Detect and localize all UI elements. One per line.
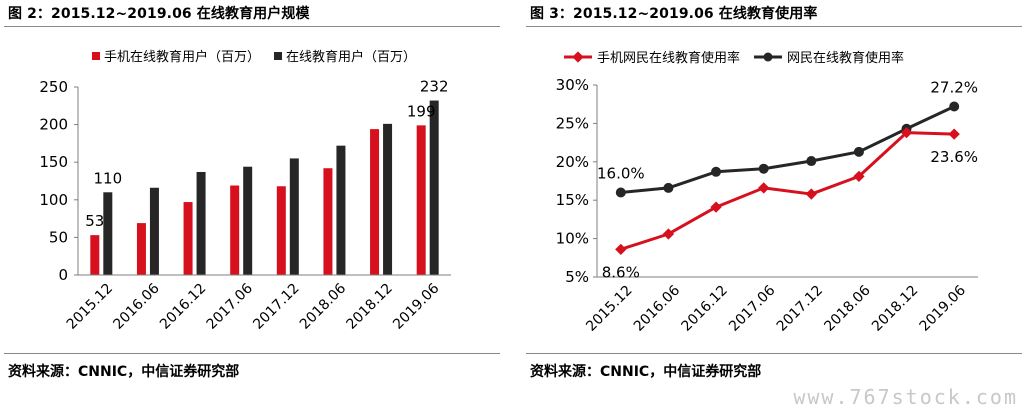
data-point (711, 166, 722, 177)
y-tick-label: 30% (556, 76, 589, 94)
bar (336, 145, 346, 275)
legend-swatch (92, 52, 100, 60)
x-tick-label: 2018.06 (821, 282, 873, 334)
user-scale-figure: 图 2：2015.12~2019.06 在线教育用户规模 手机在线教育用户（百万… (0, 0, 510, 415)
bar (183, 202, 193, 275)
source-rule (526, 353, 1022, 354)
y-tick-label: 20% (556, 153, 589, 171)
data-point (710, 201, 722, 213)
data-label: 53 (85, 212, 104, 230)
x-tick-label: 2018.06 (297, 280, 349, 332)
x-tick-label: 2015.12 (583, 282, 635, 334)
user-scale-bar-chart: 手机在线教育用户（百万） 在线教育用户（百万） 0 50 100 150 200 250 53 1… (39, 49, 451, 333)
y-tick-label: 200 (39, 116, 68, 134)
source-rule (4, 353, 500, 354)
legend-marker (572, 51, 584, 63)
figure-title: 图 3：2015.12~2019.06 在线教育使用率 (530, 6, 818, 22)
data-label: 16.0% (597, 165, 645, 183)
watermark: www.767stock.com (793, 385, 1018, 409)
x-tick-label: 2017.12 (250, 280, 302, 332)
bar (276, 186, 286, 275)
x-tick-label: 2016.06 (631, 282, 683, 334)
legend-marker (763, 52, 773, 62)
data-label: 232 (420, 78, 449, 96)
x-tick-label: 2016.12 (679, 282, 731, 334)
data-label: 27.2% (930, 79, 978, 97)
data-point (758, 163, 769, 174)
bar (429, 100, 439, 275)
bar (90, 235, 100, 275)
legend-label: 手机网民在线教育使用率 (597, 50, 740, 66)
x-tick-label: 2016.12 (157, 280, 209, 332)
title-rule (526, 26, 1022, 27)
y-tick-label: 5% (565, 268, 589, 286)
legend-swatch (274, 52, 283, 60)
data-label: 8.6% (602, 263, 640, 281)
data-point (758, 182, 770, 194)
data-point (615, 243, 627, 256)
bar (230, 185, 240, 275)
x-tick-label: 2018.12 (869, 282, 921, 334)
data-point (663, 182, 674, 193)
data-point (948, 128, 960, 140)
x-tick-label: 2016.06 (110, 280, 162, 332)
legend-label: 手机在线教育用户（百万） (104, 49, 260, 65)
y-tick-label: 100 (39, 191, 68, 209)
data-point (853, 146, 864, 157)
bar (196, 171, 206, 275)
data-point (805, 188, 817, 200)
data-point (949, 101, 960, 112)
bar (370, 129, 380, 275)
y-tick-label: 10% (556, 230, 589, 248)
legend-label: 在线教育用户（百万） (286, 49, 416, 65)
y-tick-label: 25% (556, 114, 589, 132)
y-tick-label: 250 (39, 78, 68, 96)
x-tick-label: 2017.06 (204, 280, 256, 332)
data-label: 23.6% (930, 148, 978, 166)
figure-title: 图 2：2015.12~2019.06 在线教育用户规模 (8, 6, 310, 22)
x-tick-label: 2019.06 (390, 280, 442, 332)
data-point (853, 170, 865, 183)
title-rule (4, 26, 500, 27)
data-label: 199 (407, 102, 436, 120)
data-label: 110 (93, 169, 122, 187)
data-point (806, 156, 817, 167)
x-tick-label: 2017.06 (726, 282, 778, 334)
x-tick-label: 2018.12 (344, 280, 396, 332)
x-tick-label: 2017.12 (774, 282, 826, 334)
y-tick-label: 50 (49, 228, 68, 246)
bar (323, 168, 333, 275)
source-note: 资料来源：CNNIC，中信证券研究部 (530, 364, 762, 380)
data-point (662, 228, 675, 240)
bar (136, 223, 146, 275)
series-line (620, 105, 955, 195)
bar (416, 125, 426, 276)
bar (149, 187, 159, 275)
usage-rate-line-chart: 手机网民在线教育使用率 网民在线教育使用率 5% 10% 15% 20% 25% 30% 16.… (556, 50, 978, 335)
y-tick-label: 0 (58, 266, 68, 284)
source-note: 资料来源：CNNIC，中信证券研究部 (8, 364, 240, 380)
bar (383, 123, 393, 276)
y-tick-label: 150 (39, 153, 68, 171)
y-tick-label: 15% (556, 191, 589, 209)
data-point (615, 187, 626, 198)
bar (103, 192, 113, 275)
x-tick-label: 2019.06 (917, 282, 969, 334)
bar (289, 158, 299, 275)
bar (243, 166, 253, 275)
usage-rate-figure: 图 3：2015.12~2019.06 在线教育使用率 手机网民在线教育使用率 网… (522, 0, 1032, 415)
series-line (620, 131, 955, 251)
legend-label: 网民在线教育使用率 (787, 50, 904, 66)
x-tick-label: 2015.12 (64, 280, 116, 332)
